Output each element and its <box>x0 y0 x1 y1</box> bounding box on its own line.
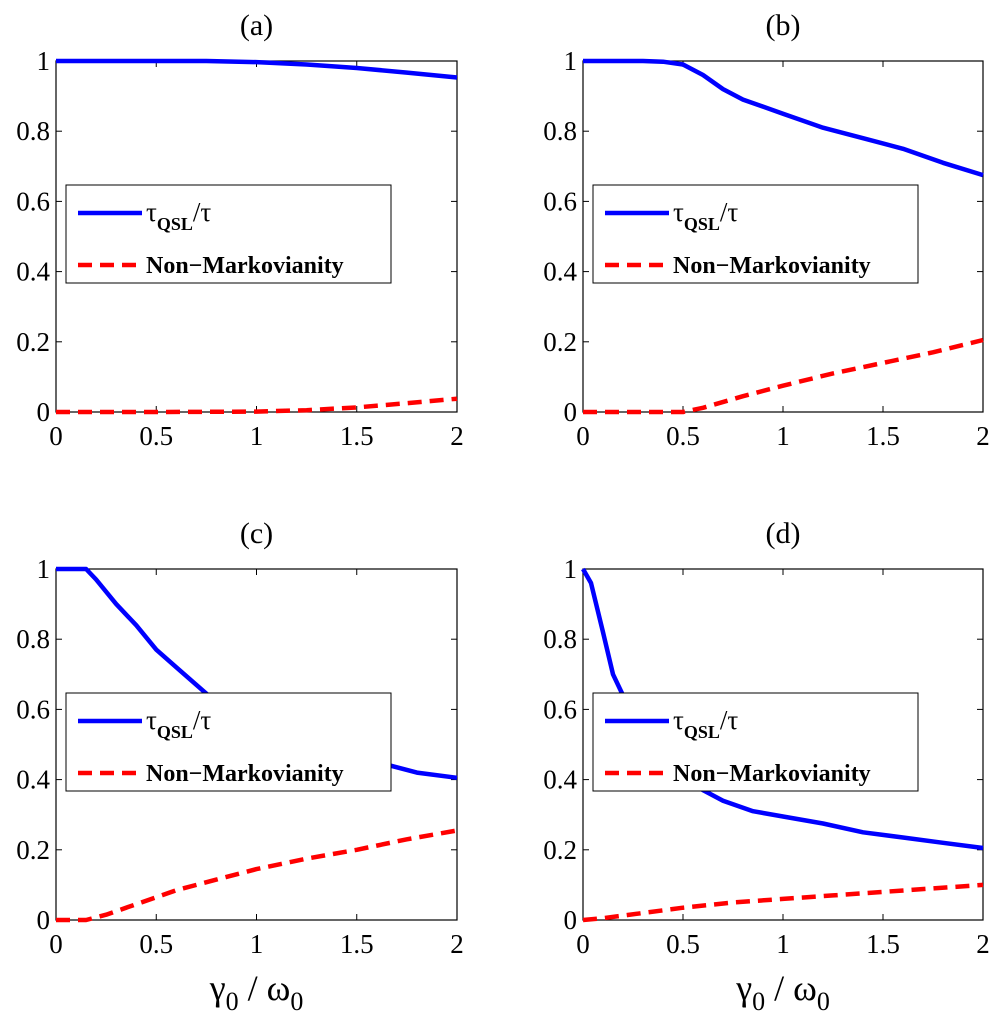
x-tick-label: 0 <box>49 929 63 959</box>
y-tick-label: 0.4 <box>16 257 50 287</box>
x-tick-label: 0 <box>576 421 590 451</box>
legend-label: τQSL/τ <box>146 197 211 234</box>
x-tick-label: 1.5 <box>340 421 374 451</box>
x-tick-label: 2 <box>976 929 990 959</box>
x-tick-label: 1 <box>776 929 790 959</box>
y-tick-label: 0.4 <box>543 257 577 287</box>
x-tick-label: 0 <box>576 929 590 959</box>
legend-box <box>592 692 919 792</box>
y-tick-label: 0.2 <box>543 327 577 357</box>
y-tick-label: 0 <box>564 905 578 935</box>
x-tick-label: 1 <box>776 421 790 451</box>
x-tick-label: 1.5 <box>866 421 900 451</box>
y-tick-label: 0.4 <box>543 765 577 795</box>
y-tick-label: 1 <box>37 46 51 76</box>
x-tick-label: 1 <box>250 421 264 451</box>
panel-title: (a) <box>240 9 273 42</box>
legend-box <box>592 184 919 284</box>
y-tick-label: 1 <box>37 554 51 584</box>
legend-label: Non−Markovianity <box>673 253 871 279</box>
series-line-non-markovianity <box>56 828 458 923</box>
y-tick-label: 0.2 <box>16 327 50 357</box>
y-tick-label: 0.8 <box>16 116 50 146</box>
y-tick-label: 0.8 <box>543 624 577 654</box>
legend-label: τQSL/τ <box>146 705 211 742</box>
series-line-non-markovianity <box>583 337 984 415</box>
legend-box <box>65 184 392 284</box>
panel-title: (c) <box>240 517 273 550</box>
series-line-tau-qsl <box>583 58 984 178</box>
legend-label: τQSL/τ <box>673 705 738 742</box>
y-tick-label: 0.2 <box>16 835 50 865</box>
y-tick-label: 0.8 <box>543 116 577 146</box>
panel-title: (b) <box>766 9 801 42</box>
x-tick-label: 0.5 <box>139 421 173 451</box>
y-tick-label: 0.2 <box>543 835 577 865</box>
legend-label: Non−Markovianity <box>146 253 344 279</box>
series-line-non-markovianity <box>582 882 984 923</box>
x-tick-label: 1 <box>250 929 264 959</box>
series-line-non-markovianity <box>56 396 458 415</box>
y-tick-label: 1 <box>564 554 578 584</box>
x-tick-label: 0.5 <box>666 421 700 451</box>
y-tick-label: 0 <box>37 905 51 935</box>
y-tick-label: 0.6 <box>16 186 50 216</box>
y-tick-label: 0 <box>37 397 51 427</box>
x-tick-label: 1.5 <box>866 929 900 959</box>
x-tick-label: 2 <box>450 929 464 959</box>
x-axis-label: γ0 / ω0 <box>209 968 304 1016</box>
legend: τQSL/τ Non−Markovianity <box>65 184 392 284</box>
legend-label: Non−Markovianity <box>146 761 344 787</box>
panel-a: (a) 0 0.5 1 1.5 2 0 0.2 0.4 0.6 0.8 1 τQSL/τ Non−Mark… <box>16 9 464 451</box>
x-tick-label: 0 <box>49 421 63 451</box>
y-tick-label: 1 <box>564 46 578 76</box>
legend: τQSL/τ Non−Markovianity <box>65 692 392 792</box>
x-tick-label: 2 <box>450 421 464 451</box>
panel-d: (d) 0 0.5 1 1.5 2 0 0.2 0.4 0.6 0.8 1 γ0 / ω0 τQSL/τ N… <box>543 517 990 1016</box>
x-tick-label: 2 <box>976 421 990 451</box>
y-tick-label: 0.6 <box>543 694 577 724</box>
panel-c: (c) 0 0.5 1 1.5 2 0 0.2 0.4 0.6 0.8 1 γ0 / ω0 τQSL/τ N… <box>16 517 464 1016</box>
legend: τQSL/τ Non−Markovianity <box>592 184 919 284</box>
x-axis-label: γ0 / ω0 <box>735 968 830 1016</box>
series-line-tau-qsl <box>56 58 458 80</box>
legend-label: τQSL/τ <box>673 197 738 234</box>
x-tick-label: 1.5 <box>340 929 374 959</box>
y-tick-label: 0.6 <box>16 694 50 724</box>
y-tick-label: 0.8 <box>16 624 50 654</box>
y-tick-label: 0.6 <box>543 186 577 216</box>
x-tick-label: 0.5 <box>139 929 173 959</box>
panel-b: (b) 0 0.5 1 1.5 2 0 0.2 0.4 0.6 0.8 1 τQSL/τ Non−Mark… <box>543 9 990 451</box>
legend-box <box>65 692 392 792</box>
y-tick-label: 0 <box>564 397 578 427</box>
legend-label: Non−Markovianity <box>673 761 871 787</box>
legend: τQSL/τ Non−Markovianity <box>592 692 919 792</box>
y-tick-label: 0.4 <box>16 765 50 795</box>
panel-title: (d) <box>766 517 801 550</box>
x-tick-label: 0.5 <box>666 929 700 959</box>
